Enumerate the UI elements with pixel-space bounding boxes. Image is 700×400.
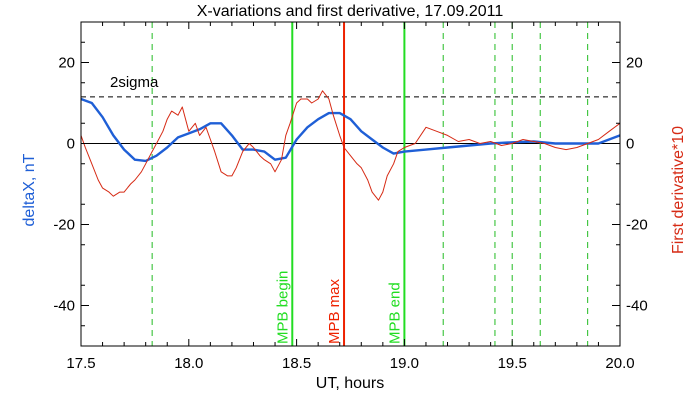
x-tick-label: 17.5 (66, 355, 95, 372)
x-tick-label: 18.0 (174, 355, 203, 372)
x-tick-label: 18.5 (282, 355, 311, 372)
deltax-series-line (80, 97, 621, 163)
mpb-line-label: MPB begin (274, 271, 291, 344)
sigma-label: 2sigma (110, 74, 159, 91)
left-y-tick-label: 20 (58, 55, 75, 72)
right-y-tick-label: -40 (626, 298, 648, 315)
right-y-axis-label: First derivative*10 (670, 126, 687, 254)
mpb-line-label: MPB end (386, 282, 403, 344)
plot-area: MPB begin MPB max MPB end (80, 22, 621, 346)
x-axis-label: UT, hours (316, 375, 384, 392)
x-tick-label: 19.0 (390, 355, 419, 372)
left-y-tick-label: 0 (67, 136, 75, 153)
plot-frame (80, 21, 621, 347)
chart-title: X-variations and first derivative, 17.09… (197, 3, 504, 20)
left-y-tick-label: -20 (53, 217, 75, 234)
right-y-tick-label: -20 (626, 217, 648, 234)
x-tick-label: 20.0 (605, 355, 634, 372)
left-y-tick-label: -40 (53, 298, 75, 315)
derivative-series-line (80, 90, 621, 201)
right-y-tick-label: 0 (626, 136, 634, 153)
right-y-tick-label: 20 (626, 55, 643, 72)
mpb-line-label: MPB max (326, 278, 343, 344)
axes: 17.5 18.0 18.5 19.0 19.5 20.0 20 20 0 0 -20 -20 -40 -… (53, 22, 648, 372)
left-y-axis-label: deltaX, nT (21, 153, 38, 226)
x-tick-label: 19.5 (498, 355, 527, 372)
